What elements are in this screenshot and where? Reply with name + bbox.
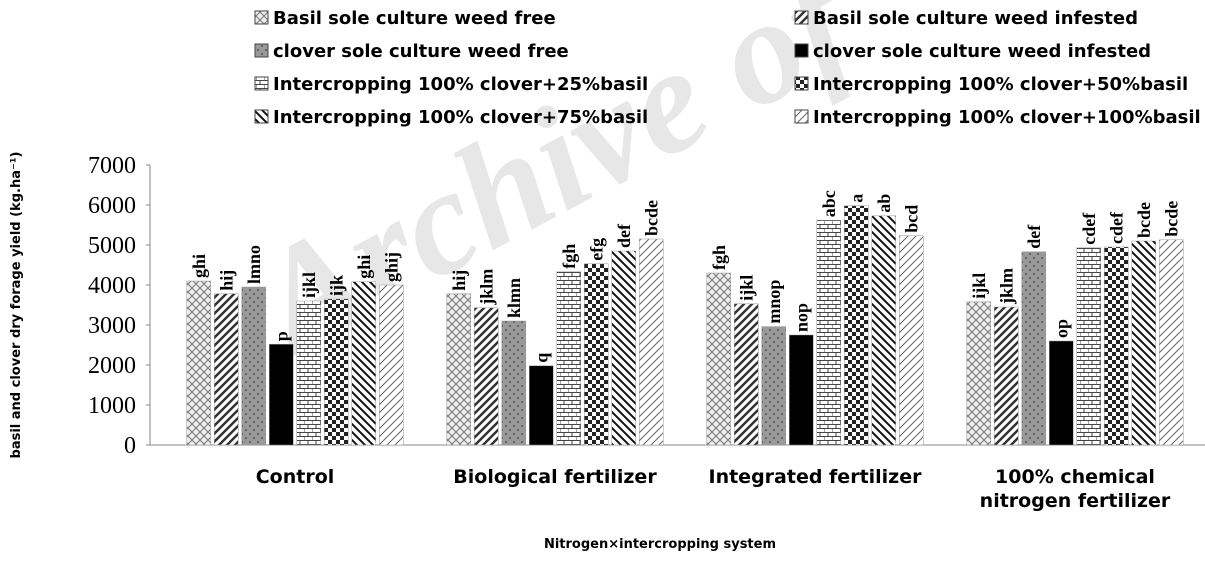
- x-axis-title: Nitrogen×intercropping system: [544, 537, 776, 552]
- bar: [1076, 247, 1101, 446]
- bar: [214, 293, 239, 446]
- legend-label: Basil sole culture weed free: [273, 8, 556, 29]
- bar-annotation: ab: [874, 194, 894, 213]
- bar: [844, 205, 869, 446]
- legend-label: clover sole culture weed infested: [813, 41, 1151, 62]
- bar-annotation: def: [614, 223, 634, 248]
- legend-swatch: [794, 10, 809, 25]
- bar: [871, 215, 896, 446]
- bar: [474, 307, 499, 446]
- bar: [296, 300, 321, 446]
- bar-annotation: bcde: [1134, 202, 1154, 238]
- x-tick-label: Biological fertilizer: [453, 466, 657, 488]
- legend-label: Intercropping 100% clover+100%basil: [813, 107, 1201, 128]
- x-tick-label: 100% chemical nitrogen fertilizer: [979, 466, 1171, 512]
- bar-annotation: ijkl: [969, 273, 989, 299]
- bar: [1159, 239, 1184, 446]
- legend-swatch: [254, 109, 269, 124]
- bar-annotation: bcd: [901, 205, 921, 233]
- bar: [734, 303, 759, 446]
- bar: [269, 343, 294, 446]
- bar: [966, 301, 991, 446]
- bar: [501, 320, 526, 446]
- bar-annotation: hij: [449, 270, 469, 291]
- bar-annotation: fgh: [709, 245, 729, 270]
- bar-annotation: klmn: [504, 278, 524, 318]
- y-tick-label: 7000: [88, 153, 136, 179]
- legend-swatch: [794, 76, 809, 91]
- bar: [446, 293, 471, 446]
- bar: [1104, 246, 1129, 446]
- bar-annotation: ghi: [354, 255, 374, 279]
- bar: [556, 271, 581, 446]
- bar-annotation: jklm: [996, 268, 1016, 305]
- x-tick-label: Control: [255, 466, 335, 488]
- y-axis-title: basil and clover dry forage yield (kg.ha…: [9, 152, 24, 459]
- bar-annotation: ijkl: [299, 272, 319, 298]
- bar-annotation: nop: [791, 303, 811, 332]
- bar: [584, 263, 609, 446]
- bar: [241, 286, 266, 446]
- bar-annotation: hij: [216, 270, 236, 291]
- bar-annotation: ijkl: [736, 275, 756, 301]
- bar: [529, 365, 554, 446]
- bar: [816, 219, 841, 446]
- legend-swatch: [254, 43, 269, 58]
- bar-annotation: bcde: [641, 200, 661, 236]
- bar: [994, 306, 1019, 446]
- bar-annotation: bcde: [1161, 201, 1181, 237]
- bar: [1049, 340, 1074, 446]
- bar-annotation: q: [531, 353, 551, 363]
- bar-annotation: abc: [819, 190, 839, 217]
- bar-annotation: a: [846, 194, 866, 203]
- bar: [639, 238, 664, 446]
- y-tick-label: 1000: [88, 393, 136, 419]
- bar: [706, 272, 731, 446]
- bar: [351, 281, 376, 446]
- y-tick-label: 5000: [88, 233, 136, 259]
- bar: [611, 250, 636, 446]
- legend-label: Intercropping 100% clover+50%basil: [813, 74, 1188, 95]
- bar: [1021, 251, 1046, 446]
- legend-swatch: [794, 109, 809, 124]
- y-tick-label: 6000: [88, 193, 136, 219]
- bar-annotation: ghij: [381, 252, 401, 282]
- legend-label: Intercropping 100% clover+75%basil: [273, 107, 648, 128]
- bar-annotation: ijk: [326, 275, 346, 296]
- bar-annotation: p: [271, 331, 291, 341]
- bar-annotation: lmno: [244, 245, 264, 284]
- bar: [789, 334, 814, 446]
- bar: [761, 326, 786, 446]
- legend-swatch: [794, 43, 809, 58]
- legend-swatch: [254, 76, 269, 91]
- bar: [186, 280, 211, 446]
- bar-annotation: ghi: [189, 254, 209, 278]
- legend-label: Basil sole culture weed infested: [813, 8, 1138, 29]
- legend-label: clover sole culture weed free: [273, 41, 569, 62]
- bar-annotation: fgh: [559, 244, 579, 269]
- y-tick-label: 4000: [88, 273, 136, 299]
- y-tick-label: 3000: [88, 313, 136, 339]
- x-tick-label: Integrated fertilizer: [708, 466, 922, 488]
- bar-annotation: cdef: [1106, 211, 1126, 244]
- y-tick-label: 0: [124, 433, 136, 459]
- bar: [1131, 240, 1156, 446]
- bar-annotation: jklm: [476, 269, 496, 306]
- bar: [899, 235, 924, 446]
- bar: [379, 284, 404, 446]
- bar-annotation: cdef: [1079, 212, 1099, 245]
- bar-annotation: op: [1051, 319, 1071, 338]
- legend-label: Intercropping 100% clover+25%basil: [273, 74, 648, 95]
- bar-annotation: def: [1024, 224, 1044, 249]
- y-tick-label: 2000: [88, 353, 136, 379]
- bar-annotation: efg: [586, 238, 606, 261]
- bar: [324, 298, 349, 446]
- legend-swatch: [254, 10, 269, 25]
- bar-annotation: mnop: [764, 280, 784, 324]
